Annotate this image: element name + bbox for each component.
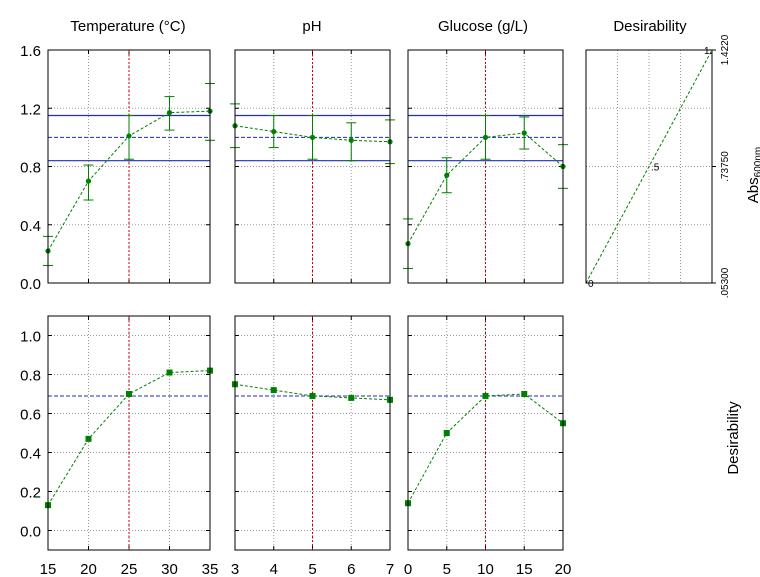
response-axis-title-sub: 600nm	[753, 147, 760, 178]
x-tick-label: 10	[477, 561, 494, 577]
desirability-series-line	[234, 383, 391, 401]
data-point	[444, 172, 450, 178]
x-tick-label: 6	[347, 561, 355, 577]
plot-layer: 0.0 0.4 0.8 1.2 1.6 0 .5 1. 1.4220 .73750 .05300 15…	[20, 34, 731, 577]
desirability-y-tick-label: 1.0	[20, 329, 41, 346]
desirability-y-tick-label: 0.0	[20, 524, 41, 541]
data-point	[271, 128, 277, 135]
desirability-point-label: 1.	[704, 46, 712, 57]
desirability-y-tick-label: 0.4	[20, 446, 41, 463]
x-tick-label: 20	[80, 561, 97, 577]
data-point	[166, 369, 173, 376]
data-point	[482, 134, 489, 140]
x-tick-label: 3	[231, 561, 239, 577]
data-point	[309, 392, 316, 399]
response-panel-frame	[47, 49, 211, 284]
desirability-row-panel-frame	[234, 315, 391, 551]
data-point	[443, 430, 450, 436]
response-y-tick-label: 0.8	[20, 160, 41, 177]
desirability-point-label: 0	[588, 279, 594, 290]
desirability-row-panel-frame	[47, 315, 211, 551]
x-tick-label: 25	[121, 561, 138, 577]
x-tick-label: 5	[443, 561, 451, 577]
data-point	[166, 110, 173, 116]
x-tick-label: 30	[161, 561, 178, 577]
response-y-tick-label: 0.0	[20, 276, 41, 293]
x-tick-label: 5	[308, 561, 316, 577]
x-tick-label: 0	[404, 561, 412, 577]
data-point	[348, 137, 354, 143]
data-point	[348, 394, 355, 401]
data-point	[521, 391, 528, 397]
desirability-row-panel-frame	[407, 315, 564, 551]
desirability-axis-title: Desirability	[725, 401, 742, 475]
data-point	[85, 178, 92, 184]
data-point	[521, 130, 527, 136]
data-point	[85, 435, 92, 442]
column-title-temperature: Temperature (°C)	[70, 18, 185, 35]
data-point	[126, 133, 132, 139]
desirability-y-tick-label: 0.2	[20, 485, 41, 502]
desirability-right-tick-label: .73750	[720, 151, 731, 182]
column-title-glucose: Glucose (g/L)	[438, 18, 528, 35]
x-tick-label: 35	[202, 561, 219, 577]
desirability-point-label: .5	[651, 163, 660, 174]
column-title-ph: pH	[302, 18, 321, 35]
response-panel-frame	[407, 49, 564, 284]
response-axis-title-main: Abs	[745, 177, 760, 203]
response-y-tick-label: 1.6	[20, 43, 41, 60]
desirability-y-tick-label: 0.8	[20, 368, 41, 385]
data-point	[126, 391, 132, 397]
desirability-series-line	[47, 370, 211, 506]
x-tick-label: 15	[516, 561, 533, 577]
data-point	[309, 134, 316, 140]
desirability-panel-frame	[585, 49, 713, 284]
x-tick-label: 20	[555, 561, 572, 577]
response-axis-title: Abs600nm	[745, 147, 760, 203]
data-point	[482, 392, 489, 399]
column-title-desirability: Desirability	[613, 18, 687, 35]
data-point	[270, 387, 277, 394]
x-tick-label: 4	[270, 561, 278, 577]
response-y-tick-label: 0.4	[20, 218, 41, 235]
desirability-right-tick-label: .05300	[720, 267, 731, 298]
desirability-right-tick-label: 1.4220	[720, 34, 731, 65]
response-y-tick-label: 1.2	[20, 101, 41, 118]
x-tick-label: 15	[40, 561, 57, 577]
desirability-function-line	[585, 49, 713, 284]
desirability-y-tick-label: 0.6	[20, 407, 41, 424]
response-panel-frame	[234, 49, 391, 284]
x-tick-label: 7	[386, 561, 394, 577]
response-series-line	[234, 125, 391, 143]
